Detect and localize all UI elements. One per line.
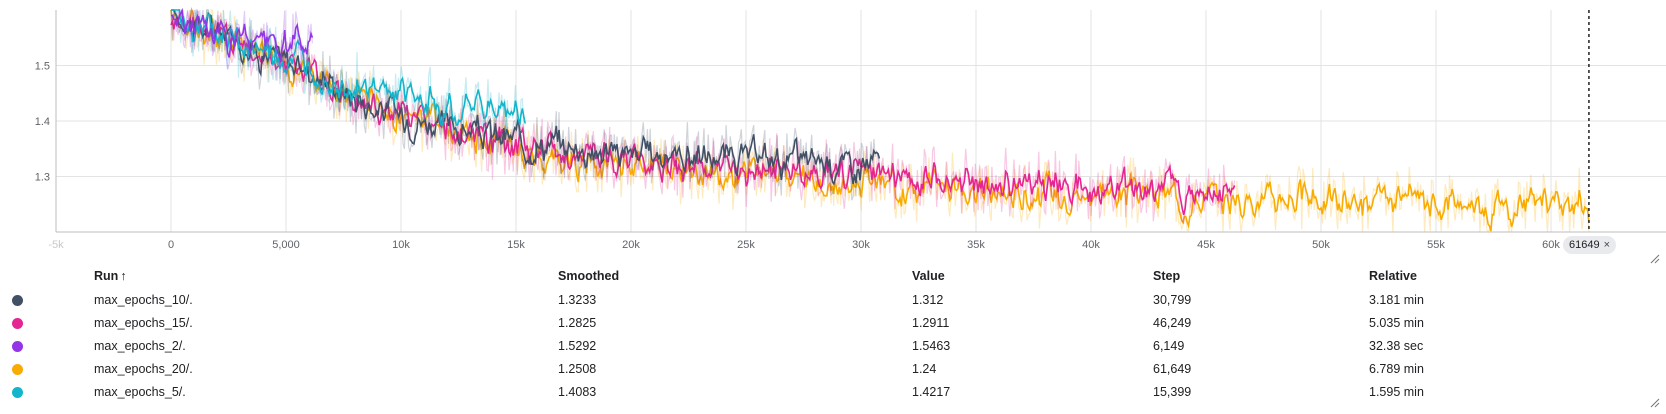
step-cursor-value: 61649: [1569, 239, 1600, 251]
smoothed-value: 1.2825: [558, 315, 597, 330]
run-color-dot: [12, 386, 23, 398]
close-icon[interactable]: ×: [1603, 239, 1611, 251]
table-row[interactable]: max_epochs_15/. 1.2825 1.2911 46,249 5.0…: [0, 311, 1659, 334]
run-color-dot: [12, 340, 23, 352]
table-row[interactable]: max_epochs_2/. 1.5292 1.5463 6,149 32.38…: [0, 334, 1659, 357]
step: 61,649: [1153, 361, 1192, 376]
x-tick-label: 0: [168, 239, 174, 251]
x-tick-label: 55k: [1427, 239, 1445, 251]
smoothed-series-line: [171, 9, 881, 186]
x-tick-label: 15k: [507, 239, 525, 251]
value: 1.5463: [912, 338, 951, 353]
series-max-epochs-5: [170, 9, 526, 139]
x-tick-label: 25k: [737, 239, 755, 251]
step: 30,799: [1153, 292, 1192, 307]
x-tick-label: 45k: [1197, 239, 1215, 251]
smoothed-value: 1.5292: [558, 338, 597, 353]
series-layer: [170, 7, 1590, 234]
x-tick-label: 60k: [1542, 239, 1560, 251]
header-relative[interactable]: Relative: [1369, 269, 1417, 283]
series-max-epochs-10: [170, 9, 881, 201]
x-tick-label: 35k: [967, 239, 985, 251]
relative-time: 6.789 min: [1369, 361, 1424, 376]
run-name: max_epochs_5/.: [94, 384, 186, 399]
header-color: [0, 264, 94, 288]
x-tick-label: 10k: [392, 239, 410, 251]
step: 15,399: [1153, 384, 1192, 399]
smoothed-series-line: [171, 9, 526, 126]
step: 6,149: [1153, 338, 1185, 353]
plot-area: [55, 10, 1666, 233]
header-step[interactable]: Step: [1153, 269, 1181, 283]
relative-time: 5.035 min: [1369, 315, 1424, 330]
table-resize-handle-icon[interactable]: [1650, 398, 1660, 408]
smoothed-series-line: [170, 7, 314, 61]
header-run-label: Run: [94, 269, 119, 283]
step: 46,249: [1153, 315, 1192, 330]
run-color-dot: [12, 363, 23, 375]
step-cursor-chip[interactable]: 61649 ×: [1563, 236, 1617, 254]
x-tick-label: 5,000: [272, 239, 300, 251]
run-name: max_epochs_2/.: [94, 338, 186, 353]
x-tick-label: 50k: [1312, 239, 1330, 251]
x-tick-label: 20k: [622, 239, 640, 251]
x-tick-label: 40k: [1082, 239, 1100, 251]
y-axis-ticks: 1.5 1.4 1.3: [35, 61, 50, 184]
relative-time: 3.181 min: [1369, 292, 1424, 307]
value: 1.2911: [912, 315, 950, 330]
run-name: max_epochs_10/.: [94, 292, 193, 307]
relative-time: 1.595 min: [1369, 384, 1424, 399]
sort-arrow-icon[interactable]: ↑: [120, 269, 127, 283]
run-color-dot: [12, 294, 23, 306]
smoothed-value: 1.3233: [558, 292, 597, 307]
run-color-dot: [12, 317, 23, 329]
x-axis-ticks: -5k 0 5,000 10k 15k 20k 25k 30k 35k 40k 45k 50k 55k 6…: [48, 239, 1560, 251]
table-row[interactable]: max_epochs_20/. 1.2508 1.24 61,649 6.789…: [0, 357, 1659, 380]
x-tick-label: -5k: [48, 239, 64, 251]
run-name: max_epochs_15/.: [94, 315, 193, 330]
y-tick-label: 1.3: [35, 172, 50, 184]
line-chart[interactable]: -5k 0 5,000 10k 15k 20k 25k 30k 35k 40k 45k 50k 55k 6…: [0, 0, 1666, 262]
table-header-row: Run ↑ Smoothed Value Step Relative: [0, 264, 1659, 288]
run-name: max_epochs_20/.: [94, 361, 193, 376]
series-max-epochs-2: [170, 7, 314, 77]
header-value[interactable]: Value: [912, 269, 945, 283]
y-tick-label: 1.5: [35, 61, 50, 73]
raw-series-line: [170, 9, 880, 201]
x-tick-label: 30k: [852, 239, 870, 251]
y-tick-label: 1.4: [35, 116, 50, 128]
header-smoothed[interactable]: Smoothed: [558, 269, 620, 283]
relative-time: 32.38 sec: [1369, 338, 1424, 353]
value: 1.24: [912, 361, 937, 376]
header-run[interactable]: Run ↑: [94, 264, 558, 288]
smoothed-value: 1.4083: [558, 384, 597, 399]
value: 1.312: [912, 292, 944, 307]
table-row[interactable]: max_epochs_10/. 1.3233 1.312 30,799 3.18…: [0, 288, 1659, 311]
resize-handle-icon[interactable]: [1650, 254, 1660, 264]
value: 1.4217: [912, 384, 951, 399]
table-row[interactable]: max_epochs_5/. 1.4083 1.4217 15,399 1.59…: [0, 380, 1659, 403]
runs-table: Run ↑ Smoothed Value Step Relative max_ep…: [0, 264, 1659, 403]
smoothed-value: 1.2508: [558, 361, 597, 376]
